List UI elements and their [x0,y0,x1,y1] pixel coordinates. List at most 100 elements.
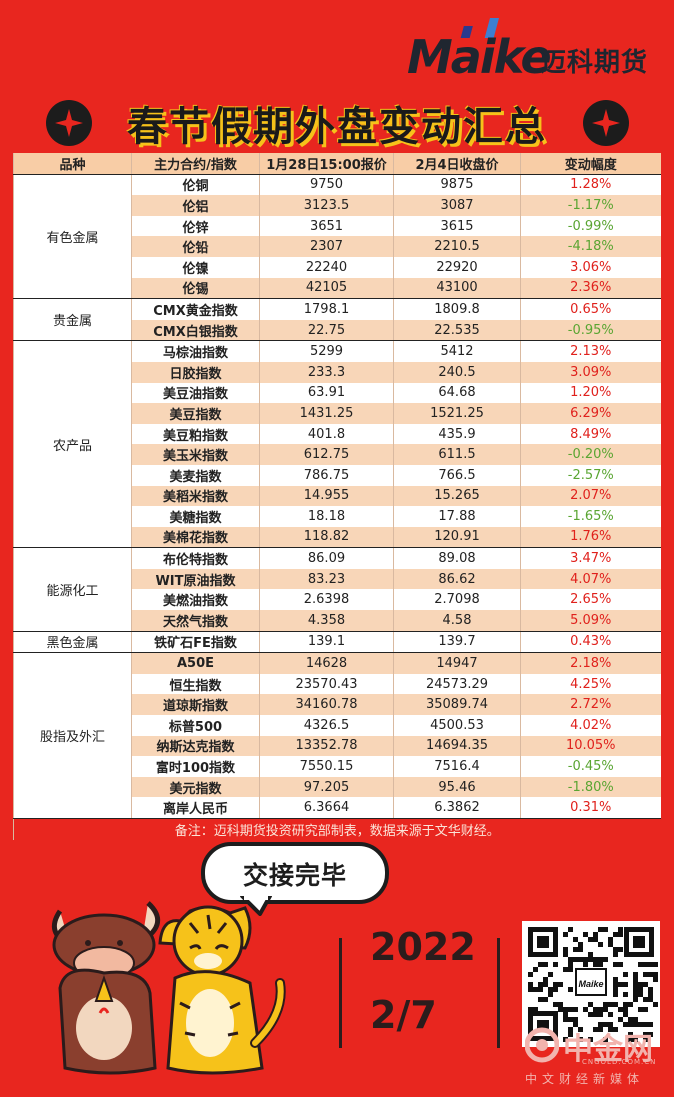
table-row: 天然气指数 4.358 4.58 5.09% [14,610,661,632]
watermark-url: CNGOLD.COM.CN [582,1058,657,1066]
price-before-cell: 14628 [259,652,394,674]
qr-code-icon: Maike [528,927,658,1042]
table-row: 离岸人民币 6.3664 6.3862 0.31% [14,797,661,820]
change-cell: -1.80% [520,776,661,798]
table-row: 日胶指数 233.3 240.5 3.09% [14,361,661,383]
price-after-cell: 1521.25 [393,403,521,424]
table-row: 伦铅 2307 2210.5 -4.18% [14,236,661,257]
table-row: 股指及外汇 A50E 14628 14947 2.18% [13,652,661,819]
logo-mark-icon [460,18,499,38]
table-row: 美元指数 97.205 95.46 -1.80% [14,776,661,798]
divider-line-left [339,938,342,1048]
summary-table: 品种 主力合约/指数 1月28日15:00报价 2月4日收盘价 变动幅度 有色金… [13,153,661,840]
table-row: 有色金属 伦铜 9750 9875 1.28% [13,174,661,300]
table-row: 美豆粕指数 401.8 435.9 8.49% [14,423,661,445]
brand-logo: Maike 迈科期货 [405,18,655,84]
price-before-cell: 86.09 [259,547,394,569]
watermark-subtitle: 中文财经新媒体 [525,1072,645,1086]
change-cell: -0.45% [520,756,661,777]
change-cell: -1.65% [520,506,661,527]
qr-logo-text: Maike [578,979,603,989]
bubble-text: 交接完毕 [242,861,347,890]
price-before-cell: 9750 [259,174,394,196]
price-before-cell: 63.91 [259,382,394,404]
change-cell: -4.18% [520,236,661,257]
contract-name-cell: 铁矿石FE指数 [131,631,260,654]
watermark-name: 中金网 [563,1032,653,1067]
price-before-cell: 4.358 [259,610,394,632]
header-price-before: 1月28日15:00报价 [259,153,394,175]
change-cell: -1.17% [520,195,661,216]
change-cell: 2.65% [520,589,661,611]
price-before-cell: 34160.78 [259,694,394,716]
ox-icon [51,901,160,1075]
category-cell: 有色金属 [13,174,132,300]
price-before-cell: 14.955 [259,485,394,507]
star-badge-left [46,100,92,146]
star-badge-right [583,100,629,146]
contract-name-cell: 美玉米指数 [131,444,260,465]
category-cell: 贵金属 [13,298,132,342]
sparkle-icon [55,109,83,137]
contract-name-cell: 富时100指数 [131,756,260,777]
price-after-cell: 43100 [393,277,521,300]
price-before-cell: 3123.5 [259,195,394,216]
change-cell: 10.05% [520,735,661,757]
price-before-cell: 786.75 [259,464,394,486]
price-after-cell: 120.91 [393,526,521,549]
table-row: 伦锌 3651 3615 -0.99% [14,215,661,237]
price-before-cell: 42105 [259,277,394,300]
category-cell: 黑色金属 [13,631,132,654]
price-before-cell: 3651 [259,215,394,237]
price-after-cell: 24573.29 [393,673,521,695]
cngold-logo-icon [525,1027,559,1063]
price-before-cell: 2307 [259,236,394,257]
price-after-cell: 9875 [393,174,521,196]
table-row: 黑色金属 铁矿石FE指数 139.1 139.7 0.43% [13,631,661,654]
price-before-cell: 7550.15 [259,756,394,777]
table-row: 美棉花指数 118.82 120.91 1.76% [14,526,661,549]
sparkle-icon [592,109,620,137]
price-after-cell: 2.7098 [393,589,521,611]
header-category: 品种 [13,153,132,175]
price-after-cell: 64.68 [393,382,521,404]
contract-name-cell: 美豆指数 [131,403,260,424]
table-row: 贵金属 CMX黄金指数 1798.1 1809.8 0.65% [13,298,661,342]
change-cell: 8.49% [520,423,661,445]
price-after-cell: 611.5 [393,444,521,465]
price-before-cell: 13352.78 [259,735,394,757]
title-bar: 春节假期外盘变动汇总 [0,94,674,154]
price-before-cell: 83.23 [259,568,394,590]
table-row: 伦锡 42105 43100 2.36% [14,277,661,300]
contract-name-cell: 美元指数 [131,776,260,798]
table-row: 美麦指数 786.75 766.5 -2.57% [14,464,661,486]
price-after-cell: 22.535 [393,319,521,342]
contract-name-cell: 标普500 [131,715,260,736]
contract-name-cell: 布伦特指数 [131,547,260,569]
tiger-icon [158,905,286,1075]
price-after-cell: 766.5 [393,464,521,486]
price-before-cell: 97.205 [259,776,394,798]
price-before-cell: 22240 [259,256,394,278]
note-row: 备注：迈科期货投资研究部制表，数据来源于文华财经。 [13,818,661,840]
price-after-cell: 6.3862 [393,797,521,820]
contract-name-cell: 纳斯达克指数 [131,735,260,757]
change-cell: 3.06% [520,256,661,278]
contract-name-cell: 日胶指数 [131,361,260,383]
price-before-cell: 23570.43 [259,673,394,695]
header-contract: 主力合约/指数 [131,153,260,175]
price-before-cell: 233.3 [259,361,394,383]
table-body: 有色金属 伦铜 9750 9875 1.28% 伦铝 3123.5 3087 -1.17% 伦锌 3… [13,174,661,840]
price-after-cell: 1809.8 [393,298,521,320]
price-after-cell: 86.62 [393,568,521,590]
change-cell: 4.02% [520,715,661,736]
contract-name-cell: 伦锡 [131,277,260,300]
bubble-tail [240,896,272,916]
price-after-cell: 3087 [393,195,521,216]
price-after-cell: 7516.4 [393,756,521,777]
header-change: 变动幅度 [520,153,661,175]
change-cell: 2.72% [520,694,661,716]
contract-name-cell: CMX白银指数 [131,319,260,342]
price-after-cell: 5412 [393,340,521,362]
logo-chinese: 迈科期货 [540,48,649,78]
